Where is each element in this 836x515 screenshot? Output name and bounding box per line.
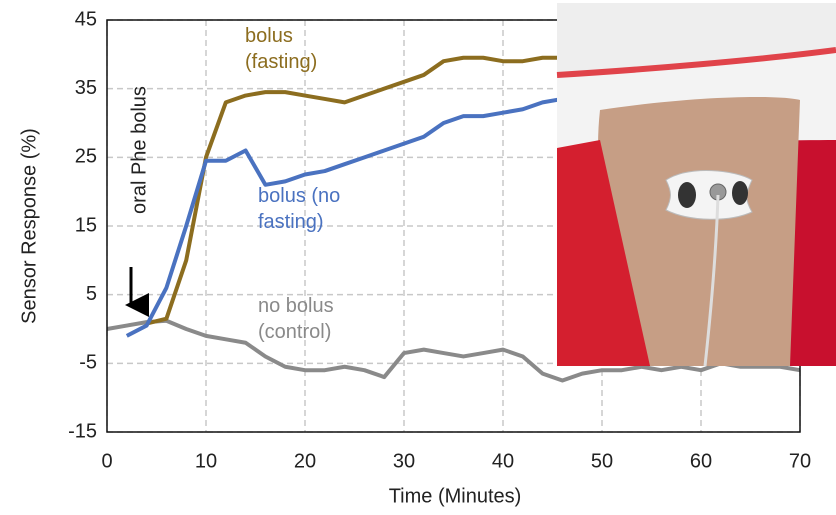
annotation: oral Phe bolus: [128, 86, 150, 214]
y-tick-label: 5: [86, 283, 97, 305]
x-tick-label: 50: [591, 450, 613, 472]
x-tick-label: 40: [492, 450, 514, 472]
photo-inset: [556, 3, 836, 367]
y-tick-label: -5: [79, 352, 97, 374]
series-label: no bolus (control): [258, 295, 334, 343]
series-line: [146, 55, 563, 326]
y-tick-label: 45: [75, 8, 97, 30]
x-tick-label: 0: [101, 450, 112, 472]
x-tick-label: 70: [789, 450, 811, 472]
x-tick-label: 20: [294, 450, 316, 472]
x-axis-label: Time (Minutes): [389, 485, 522, 507]
series-line: [106, 318, 801, 383]
y-tick-label: 15: [75, 214, 97, 236]
series-label: bolus (no fasting): [258, 185, 341, 233]
y-tick-label: 25: [75, 146, 97, 168]
x-tick-label: 30: [393, 450, 415, 472]
series-line: [125, 96, 563, 338]
y-tick-label: -15: [68, 420, 97, 442]
y-axis-label: Sensor Response (%): [18, 128, 40, 324]
x-tick-label: 10: [195, 450, 217, 472]
series-label: bolus (fasting): [245, 25, 318, 73]
x-tick-label: 60: [690, 450, 712, 472]
y-tick-label: 35: [75, 77, 97, 99]
